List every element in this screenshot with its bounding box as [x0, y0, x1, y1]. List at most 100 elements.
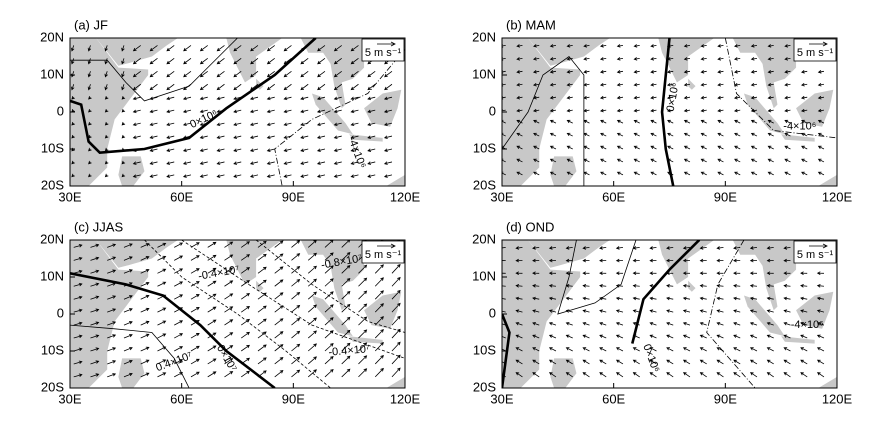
wind-vector	[800, 309, 808, 313]
wind-vector	[274, 357, 284, 365]
wind-vector	[515, 296, 523, 301]
wind-vector	[700, 70, 707, 74]
wind-vector	[317, 45, 326, 52]
wind-vector	[749, 321, 758, 326]
wind-vector	[266, 58, 275, 65]
wind-vector	[766, 296, 774, 301]
wind-vector	[632, 296, 640, 301]
wind-vector	[784, 57, 791, 61]
wind-vector	[800, 108, 808, 113]
wind-vector	[783, 321, 791, 326]
wind-vector	[383, 174, 393, 178]
wind-vector	[733, 44, 741, 48]
wind-vector	[666, 284, 674, 288]
wind-vector	[307, 278, 317, 287]
wind-vector	[817, 119, 825, 124]
wind-vector	[274, 292, 284, 300]
wind-vector	[817, 95, 825, 100]
wind-vector	[565, 296, 573, 301]
wind-vector	[565, 246, 573, 250]
land	[96, 38, 178, 66]
wind-vector	[717, 119, 724, 124]
contour	[255, 240, 405, 333]
wind-vector	[90, 308, 100, 313]
wind-vector	[73, 244, 83, 248]
y-tick-label: 20N	[40, 231, 64, 246]
wind-vector	[174, 294, 184, 300]
wind-vector	[190, 255, 200, 261]
wind-vector	[174, 255, 184, 261]
wind-vector	[157, 255, 167, 261]
wind-vector	[174, 346, 184, 352]
wind-vector	[766, 271, 774, 275]
y-tick-label: 10S	[41, 140, 64, 155]
wind-vector	[207, 358, 217, 365]
wind-vector	[157, 346, 167, 352]
land	[743, 295, 785, 337]
wind-vector	[582, 258, 590, 263]
wind-vector	[615, 309, 624, 313]
wind-vector	[207, 319, 217, 326]
wind-vector	[316, 161, 326, 165]
wind-vector	[766, 372, 774, 378]
wind-vector	[140, 256, 150, 261]
wind-vector	[307, 252, 317, 261]
wind-vector	[291, 253, 301, 261]
wind-vector	[565, 321, 573, 326]
wind-vector	[274, 279, 284, 287]
wind-vector	[257, 331, 267, 339]
wind-vector	[600, 132, 607, 137]
wind-vector	[783, 246, 791, 250]
wind-vector	[582, 309, 590, 313]
wind-vector	[233, 83, 242, 91]
wind-vector	[341, 290, 351, 300]
wind-vector	[783, 359, 791, 365]
wind-vector	[73, 360, 83, 365]
wind-vector	[700, 145, 707, 150]
wind-vector	[149, 122, 158, 127]
wind-vector	[717, 158, 724, 163]
wind-vector	[683, 119, 691, 124]
wind-vector	[699, 347, 707, 352]
wind-vector	[616, 44, 624, 48]
wind-vector	[783, 309, 791, 313]
wind-vector	[121, 160, 126, 165]
wind-vector	[599, 309, 607, 313]
wind-vector	[515, 271, 523, 275]
wind-vector	[632, 309, 640, 313]
wind-vector	[391, 276, 401, 287]
wind-vector	[132, 122, 141, 127]
wind-vector	[767, 171, 774, 176]
wind-vector	[666, 82, 674, 87]
wind-vector	[700, 171, 707, 176]
wind-vector	[384, 70, 393, 78]
wind-vector	[257, 279, 267, 287]
wind-vector	[683, 70, 691, 74]
wind-vector	[749, 372, 758, 378]
land	[349, 336, 383, 344]
wind-vector	[274, 331, 284, 339]
land	[732, 240, 797, 311]
land	[743, 93, 785, 135]
wind-vector	[649, 372, 657, 378]
wind-vector	[190, 268, 200, 274]
wind-vector	[324, 330, 334, 339]
wind-vector	[666, 246, 674, 250]
wind-vector	[699, 258, 707, 263]
wind-vector	[104, 84, 108, 91]
wind-vector	[749, 334, 758, 339]
wind-vector	[71, 134, 75, 139]
wind-vector	[300, 148, 309, 152]
wind-vector	[391, 367, 401, 378]
wind-vector	[121, 71, 125, 78]
wind-vector	[240, 280, 251, 287]
wind-vector	[717, 145, 724, 150]
wind-vector	[599, 82, 607, 87]
wind-vector	[532, 57, 540, 61]
contour	[70, 272, 276, 388]
wind-vector	[502, 334, 506, 339]
wind-vector	[549, 132, 557, 137]
wind-vector	[615, 347, 624, 352]
wind-vector	[565, 359, 573, 365]
wind-vector	[250, 58, 259, 65]
